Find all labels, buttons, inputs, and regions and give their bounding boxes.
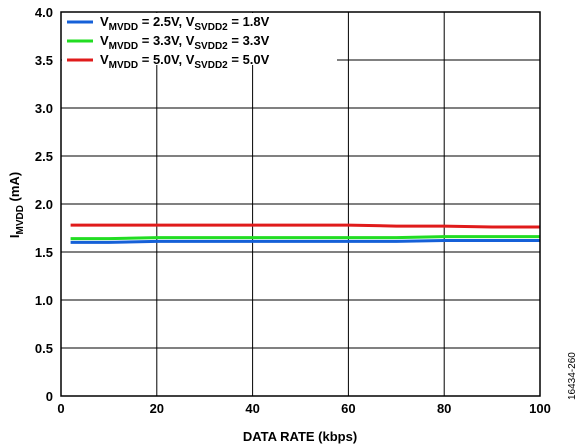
- legend-entry-2: VMVDD = 3.3V, VSVDD2 = 3.3V: [100, 33, 270, 52]
- x-tick-label: 40: [245, 401, 259, 416]
- y-axis-label-main: I: [7, 235, 22, 239]
- y-tick-labels: 0 0.5 1.0 1.5 2.0 2.5 3.0 3.5 4.0: [35, 5, 53, 404]
- y-tick-label: 4.0: [35, 5, 53, 20]
- series-line-3: [70, 223, 540, 229]
- x-tick-label: 80: [437, 401, 451, 416]
- y-tick-label: 1.5: [35, 245, 53, 260]
- legend-entry-3: VMVDD = 5.0V, VSVDD2 = 5.0V: [100, 52, 270, 71]
- legend-background: [62, 13, 337, 65]
- y-tick-label: 0.5: [35, 341, 53, 356]
- y-tick-label: 1.0: [35, 293, 53, 308]
- x-axis-label: DATA RATE (kbps): [243, 429, 357, 444]
- y-axis-label-rest: (mA): [7, 172, 22, 205]
- y-tick-label: 3.0: [35, 101, 53, 116]
- legend-entry-1: VMVDD = 2.5V, VSVDD2 = 1.8V: [100, 14, 270, 33]
- series-line-2: [70, 235, 540, 241]
- y-axis-label: IMVDD (mA): [7, 172, 26, 238]
- series-lines: [70, 223, 540, 244]
- plot-frame: [60, 11, 541, 397]
- y-tick-label: 2.0: [35, 197, 53, 212]
- y-axis-label-sub: MVDD: [15, 205, 26, 234]
- x-tick-label: 100: [529, 401, 551, 416]
- y-tick-label: 2.5: [35, 149, 53, 164]
- figure-id: 16434-260: [567, 352, 578, 400]
- y-tick-label: 0: [46, 389, 53, 404]
- series-line-1: [70, 239, 540, 244]
- x-tick-label: 20: [150, 401, 164, 416]
- x-tick-label: 0: [57, 401, 64, 416]
- x-tick-labels: 0 20 40 60 80 100: [57, 401, 550, 416]
- x-tick-label: 60: [341, 401, 355, 416]
- y-tick-label: 3.5: [35, 53, 53, 68]
